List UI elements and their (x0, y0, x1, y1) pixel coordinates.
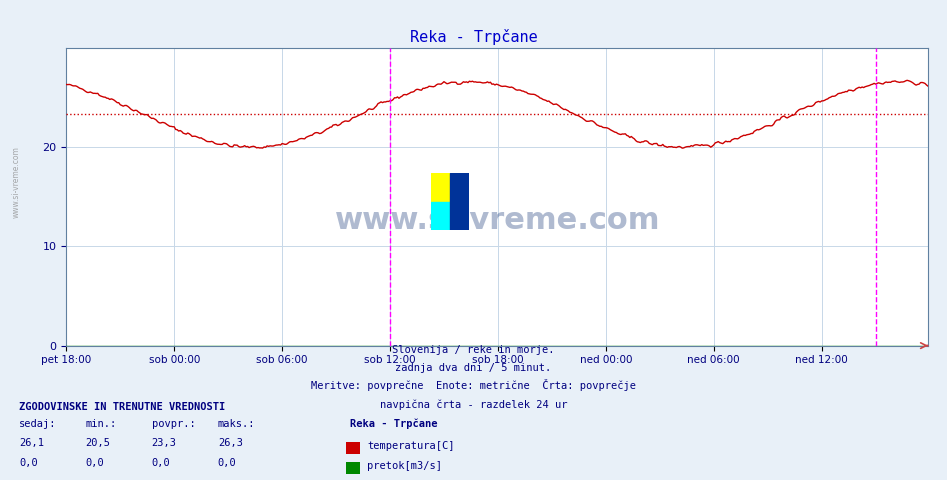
Text: Reka - Trpčane: Reka - Trpčane (350, 419, 438, 429)
Text: 0,0: 0,0 (85, 457, 104, 468)
Text: www.si-vreme.com: www.si-vreme.com (334, 206, 660, 235)
Text: temperatura[C]: temperatura[C] (367, 441, 455, 451)
Text: Slovenija / reke in morje.: Slovenija / reke in morje. (392, 345, 555, 355)
Text: 26,1: 26,1 (19, 438, 44, 448)
Text: zadnja dva dni / 5 minut.: zadnja dva dni / 5 minut. (396, 363, 551, 373)
Text: Meritve: povprečne  Enote: metrične  Črta: povprečje: Meritve: povprečne Enote: metrične Črta:… (311, 379, 636, 391)
Text: sedaj:: sedaj: (19, 419, 57, 429)
Text: 26,3: 26,3 (218, 438, 242, 448)
Text: www.si-vreme.com: www.si-vreme.com (11, 146, 21, 218)
Text: Reka - Trpčane: Reka - Trpčane (410, 29, 537, 45)
Text: navpična črta - razdelek 24 ur: navpična črta - razdelek 24 ur (380, 399, 567, 409)
Text: 0,0: 0,0 (218, 457, 237, 468)
Text: min.:: min.: (85, 419, 116, 429)
Text: 23,3: 23,3 (152, 438, 176, 448)
Text: 0,0: 0,0 (152, 457, 170, 468)
Bar (450, 173, 469, 230)
Text: povpr.:: povpr.: (152, 419, 195, 429)
Bar (431, 173, 450, 202)
Text: 0,0: 0,0 (19, 457, 38, 468)
Text: pretok[m3/s]: pretok[m3/s] (367, 461, 442, 471)
Text: maks.:: maks.: (218, 419, 256, 429)
Bar (431, 202, 450, 230)
Text: ZGODOVINSKE IN TRENUTNE VREDNOSTI: ZGODOVINSKE IN TRENUTNE VREDNOSTI (19, 402, 225, 412)
Text: 20,5: 20,5 (85, 438, 110, 448)
